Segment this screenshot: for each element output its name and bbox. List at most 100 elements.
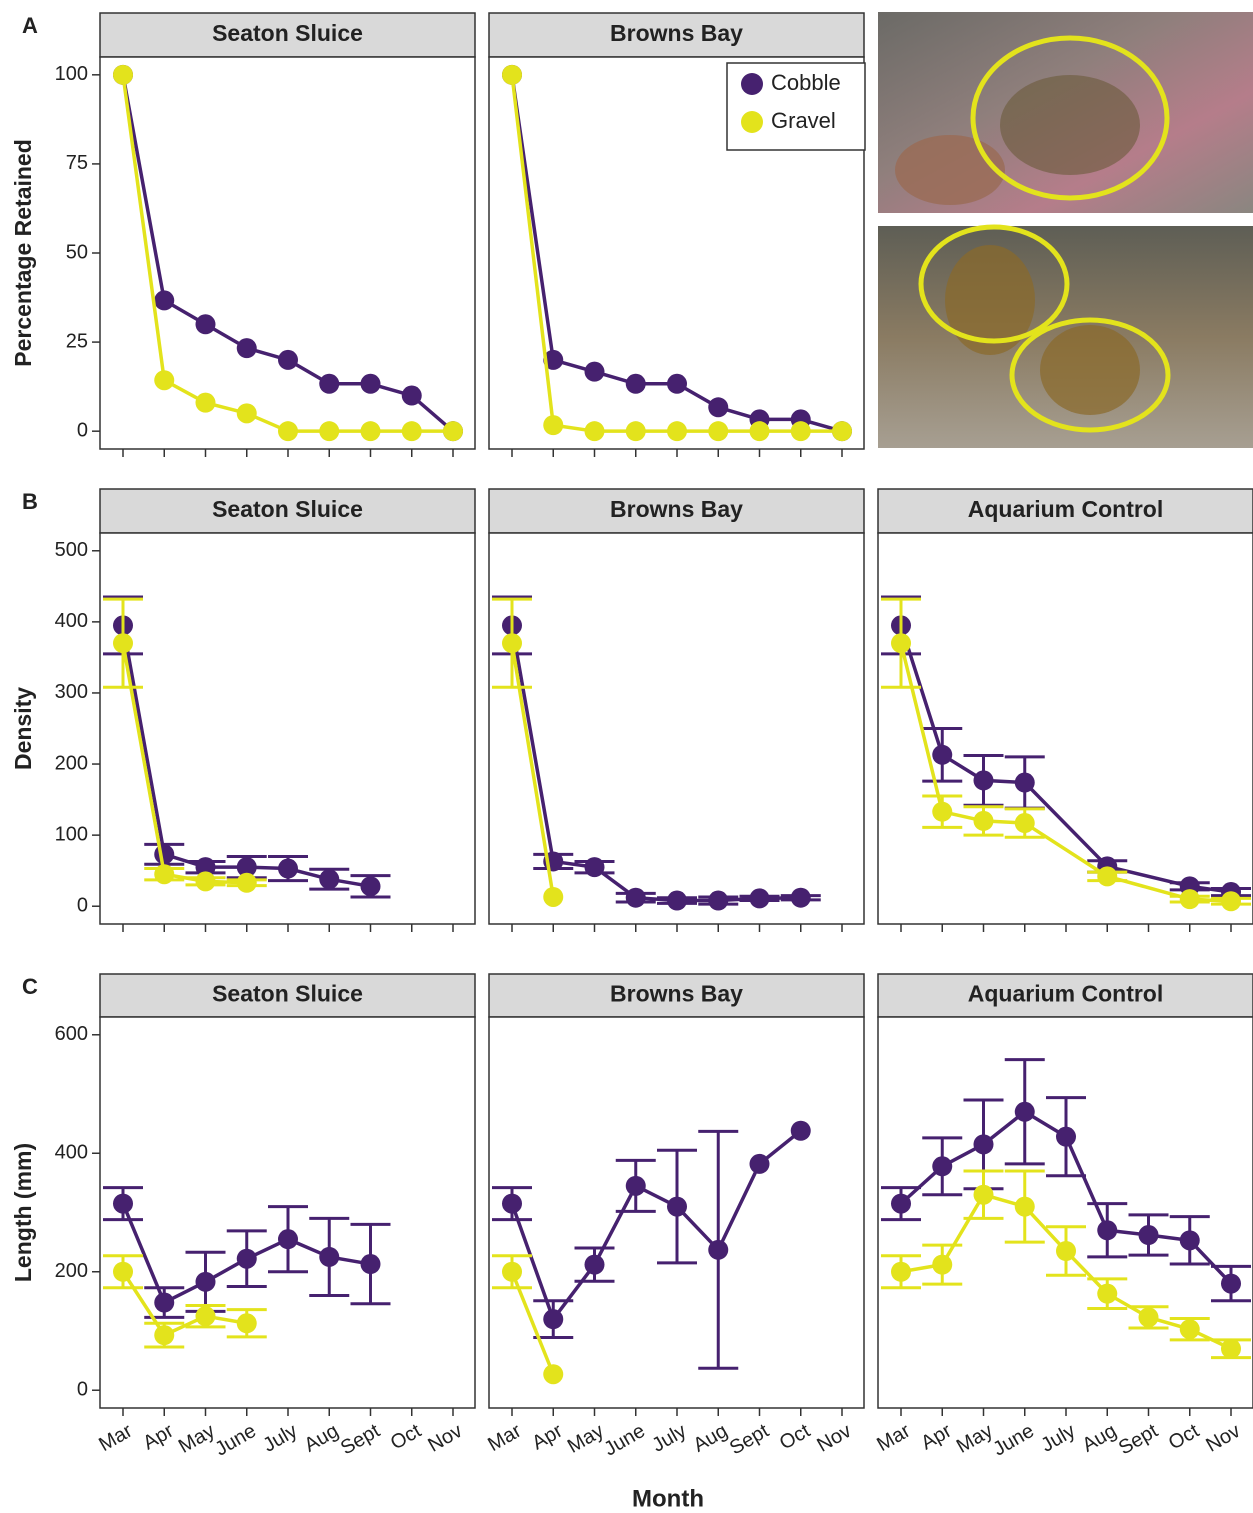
- point: [543, 415, 564, 436]
- point: [790, 1120, 811, 1141]
- point: [278, 421, 298, 442]
- series: [881, 1169, 1251, 1360]
- x-axis-title: Month: [632, 1485, 704, 1512]
- point: [319, 869, 340, 890]
- x-tick-label: Aug: [1079, 1420, 1121, 1457]
- point: [891, 1261, 911, 1282]
- series-line: [510, 1129, 802, 1321]
- y-tick-label: 0: [77, 1379, 88, 1401]
- point: [360, 1254, 381, 1275]
- point: [360, 373, 381, 394]
- y-tick-label: 400: [55, 1142, 88, 1164]
- point: [154, 844, 175, 865]
- y-tick-label: 25: [66, 330, 88, 352]
- point: [749, 421, 770, 442]
- facet-title: Aquarium Control: [968, 496, 1164, 522]
- point: [443, 421, 463, 442]
- point: [832, 421, 852, 442]
- point: [236, 872, 257, 893]
- point: [973, 810, 994, 831]
- x-tick-label: Mar: [484, 1420, 525, 1456]
- y-tick-label: 100: [55, 823, 88, 845]
- series: [113, 64, 463, 442]
- x-tick-label: July: [1037, 1420, 1079, 1457]
- point: [932, 744, 953, 765]
- point: [625, 421, 646, 442]
- x-tick-label: Apr: [917, 1420, 955, 1455]
- strip: [488, 12, 865, 58]
- point: [154, 370, 175, 391]
- point: [1221, 1338, 1241, 1359]
- strip: [488, 973, 865, 1018]
- strip: [488, 488, 865, 534]
- y-tick-label: 200: [55, 1260, 88, 1282]
- legend-swatch: [741, 111, 763, 133]
- strip: [877, 973, 1253, 1018]
- point: [502, 1261, 522, 1282]
- point: [708, 397, 729, 418]
- panel-label: A: [22, 13, 38, 38]
- x-tick-label: July: [259, 1420, 301, 1457]
- point: [708, 890, 729, 911]
- point: [1138, 1307, 1159, 1328]
- series: [881, 597, 1251, 912]
- point: [708, 421, 729, 442]
- legend-label: Cobble: [771, 70, 841, 95]
- x-tick-label: Oct: [776, 1420, 814, 1455]
- point: [1097, 866, 1118, 887]
- series: [103, 1186, 391, 1319]
- point: [667, 890, 687, 911]
- x-tick-label: June: [211, 1420, 260, 1461]
- point: [502, 64, 522, 85]
- point: [195, 857, 216, 878]
- x-tick-label: May: [953, 1420, 997, 1458]
- point: [154, 1325, 175, 1346]
- panel: [877, 1016, 1253, 1409]
- point: [1014, 772, 1035, 793]
- facet-title: Seaton Sluice: [212, 981, 363, 1007]
- x-tick-label: Nov: [1202, 1420, 1244, 1457]
- point: [667, 1196, 687, 1217]
- x-tick-label: Nov: [813, 1420, 855, 1457]
- panel-label: B: [22, 489, 38, 514]
- facet-title: Browns Bay: [610, 496, 743, 522]
- series: [492, 1120, 811, 1370]
- y-axis-title: Percentage Retained: [10, 139, 36, 367]
- point: [1179, 889, 1200, 910]
- point: [543, 886, 564, 907]
- x-tick-label: Mar: [95, 1420, 136, 1456]
- point: [154, 1292, 175, 1313]
- x-tick-label: Oct: [387, 1420, 425, 1455]
- point: [1056, 1241, 1076, 1262]
- strip: [99, 12, 476, 58]
- point: [502, 1193, 522, 1214]
- legend-box: [726, 62, 866, 151]
- facet-title: Seaton Sluice: [212, 496, 363, 522]
- point: [113, 1261, 133, 1282]
- point: [195, 392, 216, 413]
- point: [319, 1246, 340, 1267]
- series: [492, 595, 821, 911]
- point: [278, 1229, 298, 1250]
- series-line: [121, 1270, 248, 1337]
- point: [891, 633, 911, 654]
- point: [154, 864, 175, 885]
- y-tick-label: 400: [55, 610, 88, 632]
- point: [584, 361, 605, 382]
- point: [973, 1184, 994, 1205]
- point: [1179, 1230, 1200, 1251]
- x-tick-label: May: [564, 1420, 608, 1458]
- point: [543, 349, 564, 370]
- x-tick-label: Sept: [726, 1420, 773, 1460]
- point: [278, 858, 298, 879]
- x-tick-label: June: [989, 1420, 1038, 1461]
- point: [195, 1271, 216, 1292]
- y-axis-title: Length (mm): [10, 1143, 36, 1282]
- point: [1056, 1126, 1076, 1147]
- x-tick-label: Apr: [139, 1420, 177, 1455]
- point: [749, 1153, 770, 1174]
- point: [932, 1254, 953, 1275]
- facet-title: Browns Bay: [610, 20, 743, 46]
- point: [278, 349, 298, 370]
- point: [749, 888, 770, 909]
